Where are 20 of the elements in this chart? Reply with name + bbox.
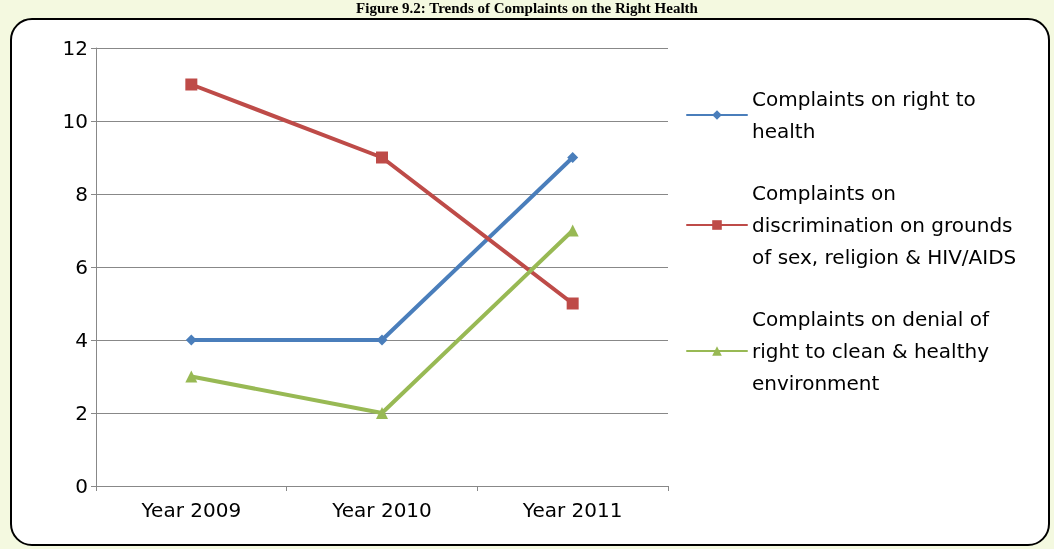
point xyxy=(376,151,388,164)
y-tick-label: 2 xyxy=(75,401,88,425)
y-tick-label: 4 xyxy=(75,328,88,352)
point xyxy=(185,370,198,383)
y-tick-label: 0 xyxy=(75,474,88,498)
x-tick-label: Year 2010 xyxy=(331,498,432,522)
legend-label: Complaints on right to health xyxy=(752,87,983,143)
point xyxy=(566,297,579,310)
point xyxy=(185,78,198,91)
point xyxy=(567,152,579,163)
x-tick-label: Year 2009 xyxy=(140,498,242,522)
legend-label: Complaints on discrimination on grounds of sex, religion & HIV/AIDS xyxy=(752,181,1019,269)
y-tick-label: 8 xyxy=(75,182,88,206)
legend-label: Complaints on denial of right to clean & healthy environment xyxy=(752,307,996,395)
y-tick-label: 6 xyxy=(75,255,88,279)
x-tick-label: Year 2011 xyxy=(521,498,623,522)
chart-title: Figure 9.2: Trends of Complaints on the Right Health xyxy=(355,0,699,16)
point xyxy=(376,407,388,419)
y-tick-label: 10 xyxy=(62,109,88,133)
y-tick-label: 12 xyxy=(62,36,88,60)
